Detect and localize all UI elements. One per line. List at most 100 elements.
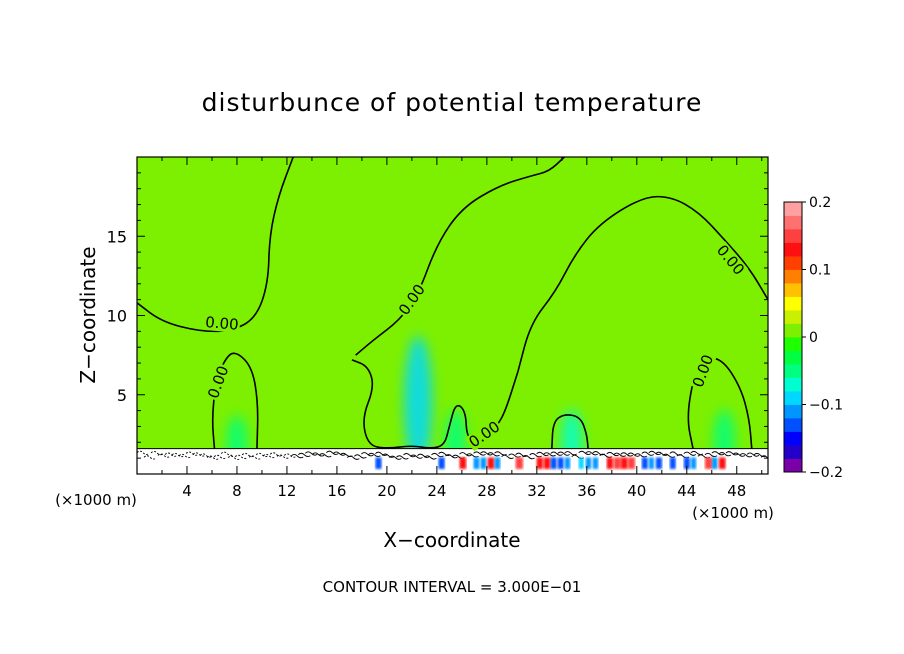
surface-contour (354, 454, 367, 459)
surface-contour (431, 452, 444, 458)
surface-contour (368, 452, 381, 457)
surface-cell (480, 457, 487, 469)
surface-contour (318, 453, 332, 458)
contour-label-bg (395, 280, 429, 319)
colorbar-swatch (784, 310, 802, 324)
surface-contour (669, 451, 683, 456)
surface-cell (711, 457, 718, 469)
surface-contour (732, 452, 746, 457)
surface-contour (382, 453, 395, 458)
x-tick-label: 4 (182, 482, 192, 500)
surface-contour (164, 452, 178, 457)
colorbar-swatch (784, 377, 802, 392)
surface-contour (234, 454, 248, 459)
contour-label-bg (712, 241, 749, 279)
surface-contour (185, 451, 199, 456)
y-tick-label: 10 (107, 307, 127, 326)
surface-cell (438, 457, 445, 469)
x-tick-label: 20 (377, 482, 396, 500)
colorbar-swatch (784, 364, 802, 378)
surface-contour (466, 453, 479, 458)
y-axis-ticks: 5 10 15 (107, 172, 768, 459)
contour-label-bg (204, 362, 232, 402)
surface-contour (718, 452, 732, 457)
surface-contour (445, 454, 458, 459)
surface-cell (690, 457, 697, 469)
surface-cell (543, 457, 551, 469)
surface-contour (227, 455, 241, 460)
surface-band (137, 448, 768, 474)
colorbar-swatch (784, 350, 802, 365)
surface-contour (585, 451, 598, 456)
surface-cell (459, 457, 467, 469)
surface-contour (662, 453, 676, 458)
surface-contour (325, 450, 339, 455)
surface-contour (361, 452, 374, 457)
colorbar-swatch (784, 283, 802, 297)
x-tick-label: 32 (527, 482, 546, 500)
surface-contour (137, 450, 150, 455)
surface-contour (290, 453, 304, 459)
surface-contour (220, 451, 234, 456)
surface-contour (199, 453, 213, 458)
surface-contour (515, 452, 528, 457)
surface-contour (641, 451, 655, 456)
surface-contour (283, 453, 297, 458)
contour-label-bg (203, 313, 241, 333)
colorbar-swatch (784, 337, 802, 351)
x-tick-label: 8 (232, 482, 242, 500)
surface-contour (501, 454, 514, 459)
surface-cell (515, 457, 524, 469)
surface-contour (711, 451, 725, 456)
surface-contour (347, 455, 360, 460)
surface-cell (473, 457, 480, 469)
surface-cell (536, 457, 543, 469)
surface-cell (494, 457, 501, 469)
surface-contour (424, 455, 437, 460)
colorbar-swatch (784, 229, 802, 243)
surface-cell (592, 457, 599, 469)
surface-cell (704, 457, 713, 469)
surface-contour (739, 453, 753, 458)
surface-contour (143, 455, 157, 460)
surface-contour (417, 453, 430, 458)
contour-interval-note: CONTOUR INTERVAL = 3.000E−01 (323, 578, 582, 596)
surface-contour (192, 452, 206, 457)
surface-contour (248, 455, 262, 460)
surface-contour (262, 453, 276, 459)
surface-contour (396, 455, 409, 460)
surface-cell (578, 457, 584, 469)
x-tick-label: 16 (327, 482, 346, 500)
surface-contour (410, 454, 423, 459)
colorbar-swatch (784, 418, 802, 432)
colorbar-swatch (784, 296, 802, 311)
contour-label: 0.00 (205, 313, 240, 334)
surface-contour (592, 451, 605, 456)
colorbar-swatch (784, 242, 802, 257)
contour-label-bg (689, 351, 717, 391)
x-tick-label: 36 (577, 482, 596, 500)
surface-contour (255, 452, 269, 458)
surface-contour (241, 452, 255, 458)
colorbar-tick-label: 0.2 (809, 195, 831, 211)
surface-cell (620, 457, 628, 469)
surface-contour (459, 452, 472, 457)
surface-contour (276, 454, 290, 459)
x-axis-ticks: 4 8 12 16 20 24 28 32 36 40 44 48 (161, 157, 763, 500)
surface-contour (613, 452, 627, 457)
colorbar-tick-label: −0.1 (809, 398, 843, 414)
surface-contour (332, 451, 346, 456)
zero-contour-line-0 (137, 157, 294, 333)
x-tick-label: 24 (427, 482, 446, 500)
surface-cell (375, 457, 382, 469)
x-tick-label: 48 (727, 482, 746, 500)
surface-contour (389, 455, 402, 460)
surface-cell (613, 457, 622, 469)
surface-contour (171, 452, 185, 458)
surface-cell (683, 457, 690, 469)
surface-contour (655, 451, 669, 456)
colorbar-swatch (784, 256, 802, 270)
surface-contour (746, 452, 760, 457)
surface-contour (704, 452, 718, 458)
surface-cell (606, 457, 614, 469)
